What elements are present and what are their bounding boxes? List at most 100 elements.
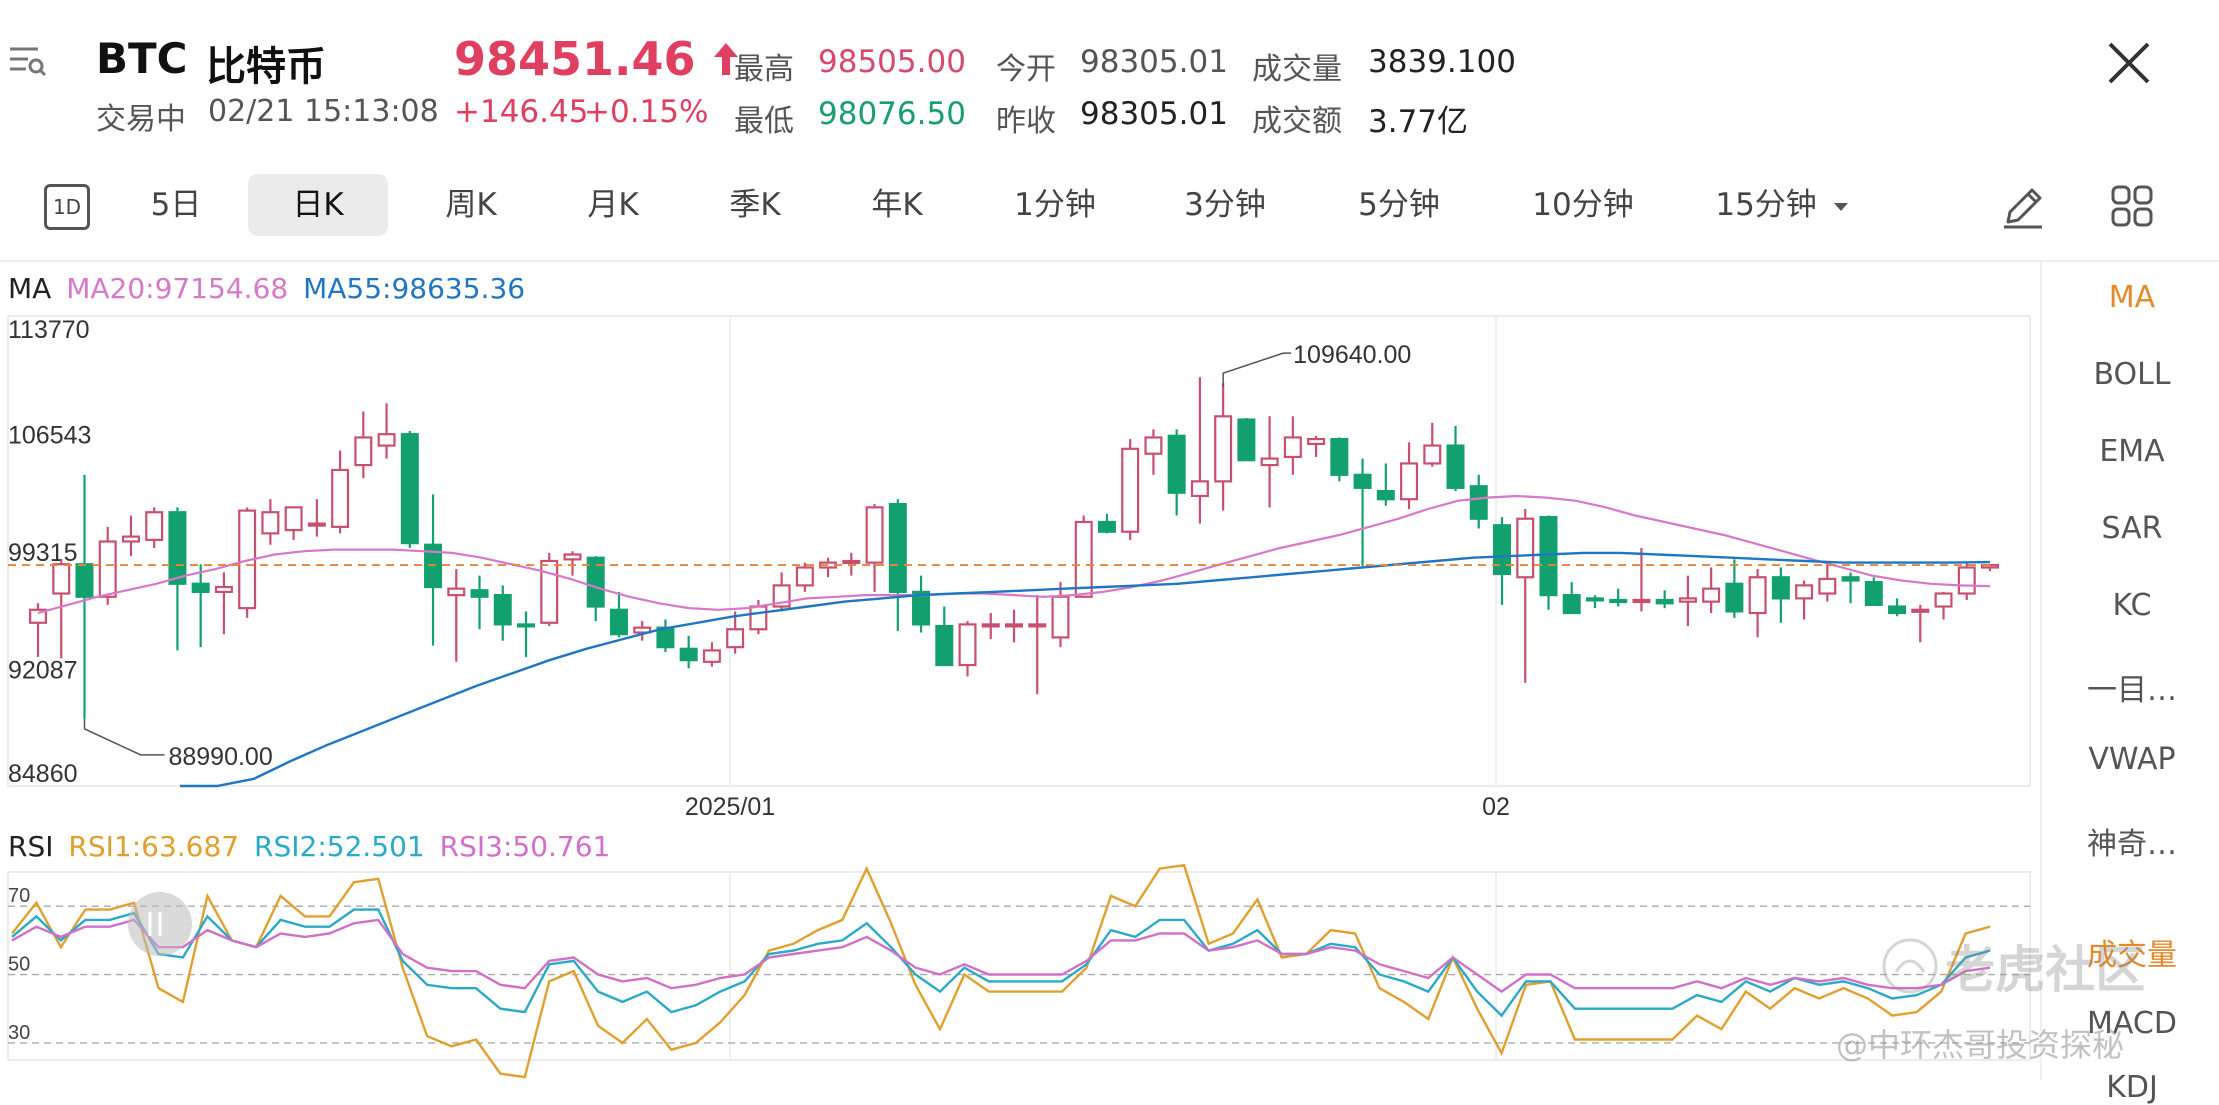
indicator-ma[interactable]: MA [2108, 280, 2156, 315]
candle-body [284, 506, 303, 532]
candle-body [168, 511, 187, 585]
stat-high-label: 最高 [734, 52, 794, 87]
candle-body [1492, 524, 1512, 576]
stat-volume-value: 3839.100 [1368, 44, 1516, 80]
indicator-boll[interactable]: BOLL [2093, 357, 2171, 392]
rsi-tick-label: 30 [8, 1022, 30, 1044]
tab-3min[interactable]: 3分钟 [1184, 187, 1266, 223]
tab-year-k[interactable]: 年K [871, 187, 923, 223]
candle-body [1446, 444, 1465, 489]
ma-legend: MA MA20:97154.68 MA55:98635.36 [8, 272, 525, 305]
stat-prevclose-value: 98305.01 [1080, 96, 1228, 132]
candle-body [772, 584, 791, 608]
tab-quarter-k[interactable]: 季K [729, 187, 781, 223]
candle-body [1795, 584, 1814, 600]
trading-status: 交易中 [96, 102, 186, 137]
crosshair-handle [128, 892, 192, 956]
indicator-ichimoku[interactable]: 一目… [2087, 673, 2177, 708]
stat-high-value: 98505.00 [818, 44, 966, 80]
candle-body [795, 566, 814, 587]
candle-body [1214, 415, 1233, 483]
tab-10min[interactable]: 10分钟 [1532, 187, 1634, 223]
candle-body [52, 563, 71, 595]
stat-open-label: 今开 [996, 52, 1056, 87]
candle-body [1864, 581, 1883, 606]
indicator-sar[interactable]: SAR [2101, 511, 2163, 546]
tab-5day[interactable]: 5日 [150, 187, 202, 223]
indicator-ema[interactable]: EMA [2099, 434, 2165, 469]
period-1d-icon[interactable]: 1D [44, 184, 90, 230]
candle-body [1167, 434, 1186, 494]
y-tick-label: 92087 [8, 657, 78, 685]
candle-body [1028, 623, 1047, 628]
ma20-value: MA20:97154.68 [66, 272, 289, 305]
indicator-vwap[interactable]: VWAP [2088, 742, 2176, 777]
rsi1-line [11, 863, 1991, 1079]
candle-body [1190, 480, 1209, 498]
candle-body [749, 605, 768, 631]
last-price: 98451.46 [454, 32, 740, 86]
grid-layout-icon[interactable] [2110, 184, 2154, 228]
candle-body [1376, 489, 1395, 501]
candle-body [377, 433, 396, 447]
tiger-logo-icon [1882, 938, 1938, 994]
x-tick-label: 02 [1482, 793, 1510, 821]
candle-body [470, 589, 489, 598]
ma-legend-label: MA [8, 272, 52, 305]
indicator-kc[interactable]: KC [2112, 588, 2152, 623]
candle-body [1585, 597, 1604, 602]
candle-body [540, 559, 559, 624]
indicator-volume[interactable]: 成交量 [2087, 938, 2177, 973]
tab-5min[interactable]: 5分钟 [1358, 187, 1440, 223]
stat-volume-label: 成交量 [1252, 52, 1342, 87]
candle-body [1330, 437, 1349, 476]
ma55-line [180, 551, 1991, 788]
candle-body [912, 590, 931, 626]
tab-15min[interactable]: 15分钟 [1712, 174, 1852, 236]
candle-body [98, 540, 117, 598]
indicator-magic[interactable]: 神奇… [2087, 827, 2177, 862]
candle-body [865, 506, 884, 564]
candle-body [1260, 457, 1279, 467]
rsi2-line [11, 908, 1991, 1018]
y-tick-label: 113770 [8, 316, 90, 344]
quote-datetime: 02/21 15:13:08 [208, 94, 439, 129]
caret-down-icon [1833, 202, 1848, 211]
candle-body [633, 626, 652, 634]
indicator-macd[interactable]: MACD [2087, 1006, 2177, 1041]
rsi2-value: RSI2:52.501 [254, 830, 425, 863]
candle-body [958, 623, 977, 667]
candle-body [238, 509, 257, 610]
tab-week-k[interactable]: 周K [445, 187, 497, 223]
candle-body [888, 502, 907, 593]
high-annotation-leader [1222, 352, 1292, 388]
rsi-legend: RSI RSI1:63.687 RSI2:52.501 RSI3:50.761 [8, 830, 610, 863]
price-chart[interactable]: 113770 106543 99315 92087 84860 2025/01 02 1096… [0, 0, 2219, 1080]
menu-search-icon[interactable] [8, 44, 48, 78]
draw-pencil-icon[interactable] [2000, 184, 2046, 230]
indicator-sidebar [2040, 262, 2042, 1080]
tab-1min[interactable]: 1分钟 [1014, 187, 1096, 223]
tab-day-k[interactable]: 日K [248, 174, 388, 236]
candle-body [1283, 436, 1302, 459]
rsi3-value: RSI3:50.761 [439, 830, 611, 863]
stat-turnover-value: 3.77亿 [1368, 104, 1469, 140]
low-annotation-leader [83, 718, 165, 756]
candle-body [1097, 520, 1116, 533]
stat-low-label: 最低 [734, 104, 794, 139]
candle-body [261, 511, 280, 535]
candle-body [307, 522, 326, 527]
rsi-tick-label: 70 [8, 885, 30, 907]
candle-body [1516, 517, 1535, 579]
candle-body [1237, 418, 1256, 462]
y-tick-label: 99315 [8, 539, 78, 567]
price-change-pct: +0.15% [584, 94, 709, 130]
candle-body [819, 561, 838, 569]
candle-body [1725, 582, 1744, 613]
indicator-kdj[interactable]: KDJ [2106, 1070, 2158, 1105]
symbol-name: 比特币 [206, 44, 326, 90]
candle-body [1609, 598, 1628, 604]
stat-prevclose-label: 昨收 [996, 104, 1056, 139]
close-icon[interactable] [2106, 40, 2152, 86]
tab-month-k[interactable]: 月K [587, 187, 639, 223]
